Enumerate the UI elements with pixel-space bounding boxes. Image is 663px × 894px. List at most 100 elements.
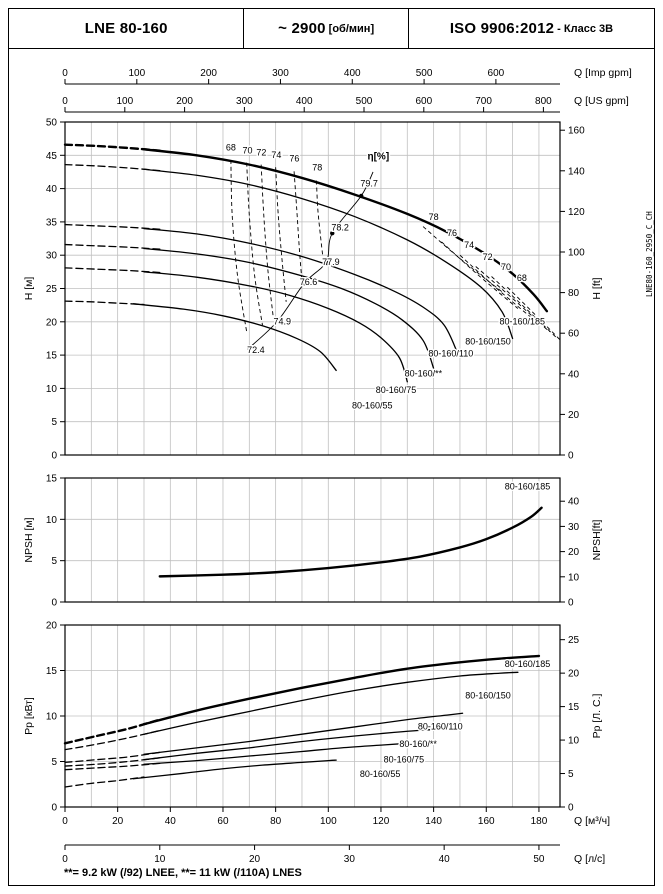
curve-label: 72 xyxy=(256,147,266,157)
efficiency-contour xyxy=(293,171,303,282)
scale-tick-label: 400 xyxy=(296,96,313,107)
y-tick-label-right: 0 xyxy=(568,598,574,609)
y-tick-label-right: 0 xyxy=(568,451,574,462)
power-chart: 0 5 10 15 20 0 5 10 15 20 25 Pp [кВт] Pp [Л. С.] 80-1… xyxy=(23,621,603,814)
scale-tick-label: 80 xyxy=(270,816,282,827)
y-axis-title-left: NPSH [м] xyxy=(23,517,35,562)
y-tick-label-right: 60 xyxy=(568,329,580,340)
curve-label: η[%] xyxy=(367,151,389,162)
scale-tick-label: 600 xyxy=(488,68,505,79)
scale-tick-label: 0 xyxy=(62,68,68,79)
y-tick-label-right: 20 xyxy=(568,547,580,558)
scale-tick-label: 100 xyxy=(116,96,133,107)
y-tick-label-left: 25 xyxy=(46,284,58,295)
curve-80-160/** xyxy=(143,729,440,761)
y-axis-title-right: Pp [Л. С.] xyxy=(591,694,603,739)
scale-tick-label: 100 xyxy=(320,816,337,827)
curve-label: 80-160/150 xyxy=(465,691,511,701)
scale-tick-label: 20 xyxy=(112,816,124,827)
curve-label: 80-160/75 xyxy=(384,754,425,764)
curve-80-160/** xyxy=(143,247,435,370)
y-tick-label-right: 25 xyxy=(568,635,580,646)
y-axis-title-right: NPSH[ft] xyxy=(591,519,603,560)
scale-tick-label: 40 xyxy=(165,816,177,827)
curve-label: 80-160/185 xyxy=(505,482,551,492)
scale-tick-label: 200 xyxy=(200,68,217,79)
y-tick-label-right: 0 xyxy=(568,803,574,814)
scale-tick-label: 0 xyxy=(62,96,68,107)
efficiency-contour xyxy=(475,266,550,333)
y-tick-label-left: 20 xyxy=(46,317,58,328)
y-tick-label-right: 120 xyxy=(568,207,585,218)
scale-axis-title: Q [л/с] xyxy=(574,853,605,865)
plot-border xyxy=(64,477,561,603)
us-gpm-scale: 0 100 200 300 400 500 600 700 800 Q [US gpm] xyxy=(62,95,629,113)
y-tick-label-right: 100 xyxy=(568,248,585,259)
curve-80-160/150 xyxy=(143,671,519,735)
pump-model: LNE 80-160 xyxy=(84,20,168,37)
curve-label: 80-160/** xyxy=(399,739,437,749)
y-tick-label-left: 15 xyxy=(46,351,58,362)
y-tick-label-right: 140 xyxy=(568,166,585,177)
datasheet-frame: LNE 80-160 ~ 2900 [об/мин] ISO 9906:2012… xyxy=(8,8,655,886)
y-tick-label-left: 20 xyxy=(46,621,58,632)
curve-dashed-80-160/55 xyxy=(64,300,145,306)
efficiency-contour xyxy=(230,159,248,332)
curve-dashed-80-160/55 xyxy=(64,776,145,788)
efficiency-contour xyxy=(441,241,519,309)
scale-tick-label: 100 xyxy=(128,68,145,79)
y-axis-title-left: H [м] xyxy=(23,277,35,301)
y-tick-label-left: 5 xyxy=(51,417,57,428)
y-tick-label-left: 15 xyxy=(46,666,58,677)
efficiency-contour xyxy=(459,254,537,323)
footnote: **= 9.2 kW (/92) LNEE, **= 11 kW (/110A)… xyxy=(64,867,302,879)
y-tick-label-left: 10 xyxy=(46,384,58,395)
y-tick-label-left: 30 xyxy=(46,251,58,262)
curve-80-160/75 xyxy=(143,742,408,765)
y-tick-label-left: 0 xyxy=(51,803,57,814)
hq-chart: 0 5 10 15 20 25 30 35 40 45 50 0 20 40 60 80 100 120 140 16… xyxy=(23,118,603,462)
efficiency-contour xyxy=(507,286,560,341)
scale-axis-title: Q [US gpm] xyxy=(574,95,629,107)
y-tick-label-left: 5 xyxy=(51,556,57,567)
curve-label: 68 xyxy=(226,143,236,153)
y-tick-label-right: 20 xyxy=(568,410,580,421)
pump-speed: ~ 2900 xyxy=(278,20,326,37)
scale-tick-label: 40 xyxy=(439,854,451,865)
standard-name: ISO 9906:2012 xyxy=(449,20,555,37)
y-tick-label-left: 45 xyxy=(46,151,58,162)
title-bar: LNE 80-160 ~ 2900 [об/мин] ISO 9906:2012… xyxy=(9,9,654,49)
pump-model-cell: LNE 80-160 xyxy=(9,9,245,48)
bep-dot xyxy=(275,318,280,324)
scale-tick-label: 200 xyxy=(176,96,193,107)
curve-label: 80-160/110 xyxy=(428,348,473,358)
y-tick-label-right: 10 xyxy=(568,736,580,747)
y-tick-label-left: 50 xyxy=(46,118,58,129)
scale-tick-label: 30 xyxy=(344,854,356,865)
curve-80-160/75 xyxy=(143,271,408,383)
y-axis-title-left: Pp [кВт] xyxy=(23,697,35,735)
scale-tick-label: 140 xyxy=(425,816,442,827)
scale-axis-title: Q [Imp gpm] xyxy=(574,67,632,79)
scale-tick-label: 300 xyxy=(272,68,289,79)
y-tick-label-right: 5 xyxy=(568,769,574,780)
bep-dot xyxy=(247,345,252,350)
scale-tick-label: 160 xyxy=(478,816,495,827)
standard-cell: ISO 9906:2012 - Класс 3В xyxy=(409,9,654,48)
y-tick-label-left: 35 xyxy=(46,217,58,228)
curve-label: 72 xyxy=(483,252,493,262)
y-tick-label-left: 0 xyxy=(51,451,57,462)
npsh-chart: 0 5 10 15 0 10 20 30 40 NPSH [м] NPSH[ft] 80-160/18… xyxy=(23,474,603,609)
scale-tick-label: 10 xyxy=(154,854,166,865)
imp-gpm-scale: 0 100 200 300 400 500 600 Q [Imp gpm] xyxy=(62,67,632,85)
scale-tick-label: 500 xyxy=(416,68,433,79)
curve-label: 80-160/75 xyxy=(376,385,417,395)
curve-label: 80-160/110 xyxy=(418,722,463,732)
bep-dot xyxy=(330,231,335,236)
curve-label: 78 xyxy=(429,212,439,222)
ls-scale: 0 10 20 30 40 50 Q [л/с] xyxy=(62,844,605,865)
curve-label: 74 xyxy=(271,150,281,160)
y-tick-label-left: 0 xyxy=(51,598,57,609)
curve-80-160/55 xyxy=(132,759,337,780)
